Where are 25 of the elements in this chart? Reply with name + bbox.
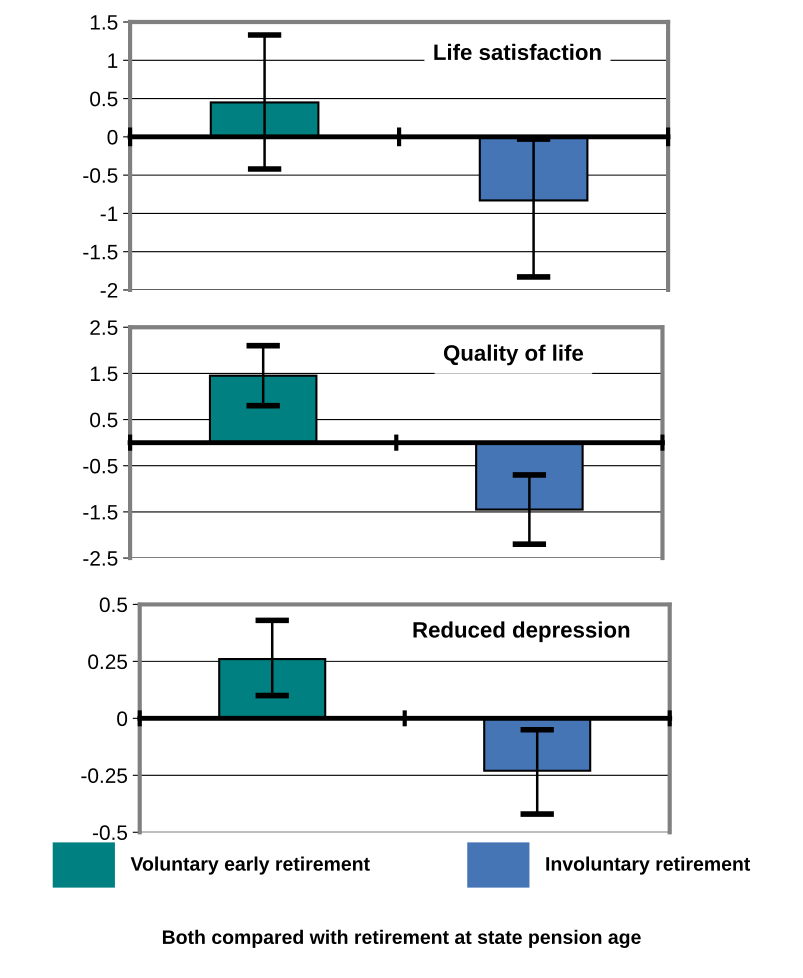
y-tick-label: -2 [100, 282, 118, 298]
y-tick-label: 0.5 [90, 92, 118, 106]
y-tick-label: 0.5 [90, 412, 118, 428]
y-tick-label: -2.5 [83, 551, 118, 566]
y-tick-label: 1 [108, 54, 118, 68]
y-tick-label: -0.25 [81, 768, 128, 784]
y-tick-label: 0.5 [100, 597, 128, 612]
y-tick-label: -0.5 [83, 168, 118, 183]
y-tick-label: -0.5 [83, 458, 118, 474]
y-tick-label: -1.5 [83, 244, 118, 260]
y-tick-label: -1.5 [83, 505, 118, 520]
y-tick-label: 1.5 [90, 366, 118, 382]
text: Both compared with retirement at state pension age [162, 930, 641, 948]
text: Quality of life [444, 344, 584, 366]
y-tick-label: 0.25 [88, 654, 128, 670]
legend-label: Involuntary retirement [546, 856, 750, 875]
y-tick-label: -0.5 [92, 825, 128, 840]
text: Reduced depression [414, 621, 630, 642]
text: Life satisfaction [434, 44, 601, 60]
y-tick-label: 1.5 [90, 15, 118, 30]
y-tick-label: 2.5 [90, 320, 118, 335]
legend-label: Voluntary early retirement [130, 856, 370, 875]
y-tick-label: 0 [108, 130, 118, 145]
y-tick-label: 0 [117, 711, 128, 726]
y-tick-label: -1 [100, 206, 118, 221]
